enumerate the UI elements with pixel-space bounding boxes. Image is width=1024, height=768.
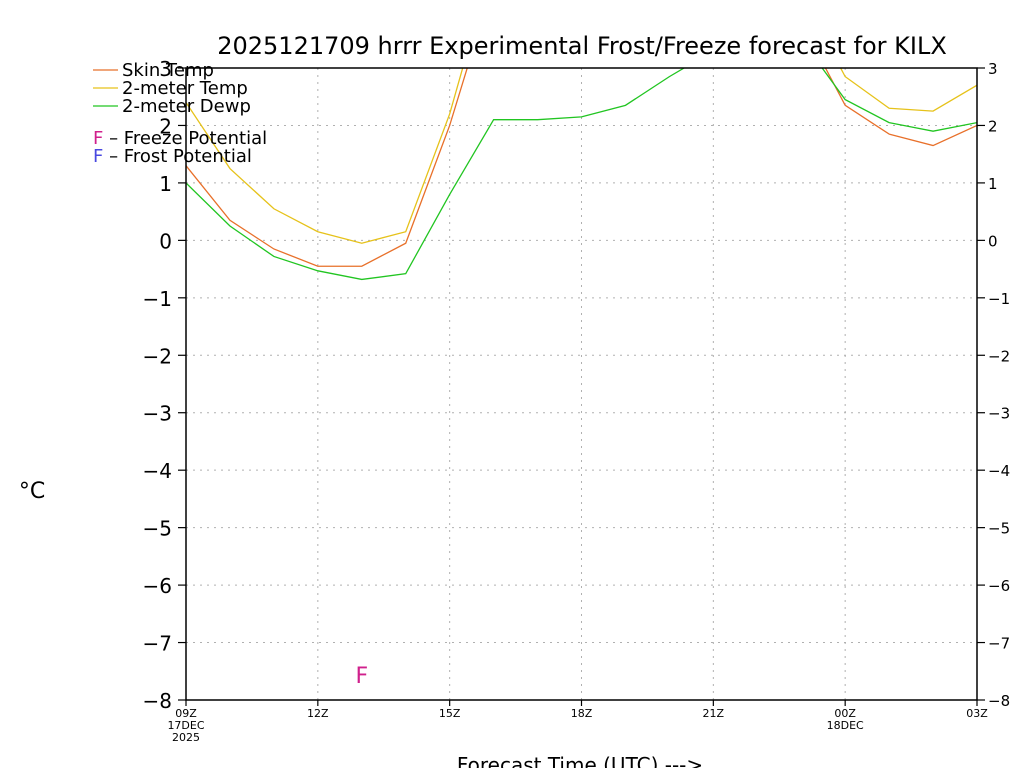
legend-entry: 2-meter Temp	[122, 78, 248, 99]
series-line-skin-temp	[186, 68, 977, 267]
y-axis-label: °C	[19, 479, 45, 504]
y-tick-label-right: −5	[988, 520, 1010, 538]
freeze-potential-marker: F	[355, 664, 368, 689]
legend-entry: 2-meter Dewp	[122, 96, 251, 117]
series-line-2-meter-temp	[186, 68, 977, 244]
legend-potential-entry: F – Frost Potential	[93, 146, 252, 167]
x-axis: 09Z 17DEC 2025 12Z 15Z 18Z 21Z 00Z 18DEC 03Z	[167, 700, 988, 744]
y-tick-label-right: −6	[988, 577, 1010, 595]
y-tick-label: −4	[143, 459, 172, 483]
y-tick-label-right: 3	[988, 60, 998, 78]
x-tick-label: 09Z 17DEC 2025	[167, 707, 204, 744]
x-tick-label: 15Z	[439, 707, 461, 720]
y-tick-label: 0	[159, 229, 172, 253]
y-tick-label: −1	[143, 287, 172, 311]
y-tick-label: −3	[143, 402, 172, 426]
grid-lines	[186, 68, 977, 700]
left-y-axis: −8 −7 −6 −5 −4 −3 −2 −1 0 1 2 3	[143, 57, 186, 713]
potential-markers: F	[355, 664, 368, 689]
y-tick-label: −8	[143, 689, 172, 713]
series-line-2-meter-dewp	[186, 68, 977, 281]
legend-potential-entry: F – Freeze Potential	[93, 128, 267, 149]
y-tick-label-right: 0	[988, 232, 998, 250]
x-tick-label: 00Z 18DEC	[827, 707, 864, 732]
y-tick-label: −7	[143, 632, 172, 656]
legend-entry: Skin Temp	[122, 60, 214, 81]
y-tick-label: −5	[143, 517, 172, 541]
series-lines	[186, 68, 977, 281]
x-axis-label: Forecast Time (UTC) --->	[457, 753, 703, 768]
y-tick-label-right: −8	[988, 692, 1010, 710]
x-tick-label: 18Z	[571, 707, 593, 720]
x-tick-label: 03Z	[966, 707, 988, 720]
y-tick-label-right: −1	[988, 290, 1010, 308]
y-tick-label-right: 2	[988, 117, 998, 135]
y-tick-label-right: −7	[988, 635, 1010, 653]
y-tick-label: 3	[159, 57, 172, 81]
chart-title: 2025121709 hrrr Experimental Frost/Freez…	[217, 32, 947, 60]
y-tick-label-right: −2	[988, 347, 1010, 365]
y-tick-label-right: −4	[988, 462, 1010, 480]
x-tick-label: 12Z	[307, 707, 329, 720]
y-tick-label: 1	[159, 172, 172, 196]
right-y-axis: −8 −7 −6 −5 −4 −3 −2 −1 0 1 2 3	[977, 60, 1010, 710]
y-tick-label: −2	[143, 344, 172, 368]
y-tick-label-right: −3	[988, 405, 1010, 423]
x-tick-label: 21Z	[703, 707, 725, 720]
y-tick-label: 2	[159, 114, 172, 138]
y-tick-label-right: 1	[988, 175, 998, 193]
y-tick-label: −6	[143, 574, 172, 598]
